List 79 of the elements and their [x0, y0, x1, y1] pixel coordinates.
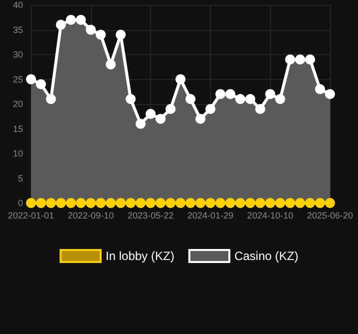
- point: [265, 198, 276, 208]
- point: [136, 118, 146, 129]
- point: [116, 198, 126, 208]
- point: [185, 94, 196, 104]
- point: [245, 94, 256, 104]
- point: [235, 94, 246, 104]
- x-tick-label: 2024-01-29: [187, 210, 234, 220]
- point: [185, 198, 196, 208]
- point: [275, 198, 286, 208]
- point: [56, 20, 66, 30]
- point: [146, 198, 156, 208]
- point: [225, 198, 236, 208]
- y-tick-label: 25: [12, 74, 23, 84]
- point: [166, 198, 176, 208]
- x-tick-label: 2022-09-10: [68, 210, 114, 220]
- point: [225, 89, 236, 100]
- y-tick-label: 0: [18, 198, 23, 208]
- point: [215, 89, 226, 100]
- x-tick-label: 2022-01-01: [8, 210, 54, 220]
- point: [176, 198, 186, 208]
- point: [205, 198, 216, 208]
- point: [46, 198, 56, 208]
- point: [46, 94, 56, 104]
- point: [245, 198, 256, 208]
- point: [275, 94, 286, 104]
- point: [265, 89, 276, 100]
- point: [86, 198, 96, 208]
- point: [166, 104, 176, 114]
- point: [255, 198, 266, 208]
- x-tick-label: 2024-10-10: [247, 210, 294, 220]
- point: [295, 198, 306, 208]
- point: [205, 104, 216, 114]
- point: [176, 74, 186, 84]
- point: [126, 94, 136, 104]
- y-tick-label: 20: [12, 99, 23, 109]
- legend-label: In lobby (KZ): [106, 249, 174, 263]
- point: [66, 14, 76, 25]
- point: [36, 198, 46, 208]
- point: [26, 74, 36, 84]
- point: [96, 30, 106, 40]
- point: [295, 54, 306, 64]
- point: [96, 198, 106, 208]
- point: [156, 198, 166, 208]
- point: [235, 198, 246, 208]
- point: [86, 24, 96, 35]
- point: [195, 114, 206, 124]
- point: [305, 54, 316, 64]
- point: [116, 30, 126, 40]
- point: [156, 114, 166, 124]
- point: [315, 198, 326, 208]
- y-tick-label: 5: [18, 173, 23, 184]
- y-tick-label: 35: [12, 24, 23, 35]
- x-tick-label: 2023-05-22: [128, 210, 174, 220]
- point: [66, 198, 76, 208]
- y-tick-label: 15: [12, 124, 23, 134]
- point: [215, 198, 226, 208]
- point: [195, 198, 206, 208]
- y-tick-label: 30: [12, 50, 23, 60]
- point: [56, 198, 66, 208]
- point: [36, 79, 46, 90]
- point: [106, 198, 116, 208]
- y-tick-label: 10: [12, 148, 23, 158]
- point: [325, 198, 335, 208]
- point: [325, 89, 335, 100]
- point: [136, 198, 146, 208]
- x-tick-label: 2025-06-20: [306, 210, 354, 220]
- legend-label: Casino (KZ): [234, 249, 298, 263]
- point: [146, 108, 156, 119]
- point: [26, 198, 36, 208]
- point: [255, 104, 266, 114]
- point: [315, 84, 326, 94]
- point: [305, 198, 316, 208]
- point: [285, 198, 296, 208]
- point: [76, 198, 86, 208]
- point: [126, 198, 136, 208]
- point: [285, 54, 296, 64]
- point: [76, 14, 86, 25]
- y-tick-label: 40: [12, 0, 23, 10]
- point: [106, 59, 116, 70]
